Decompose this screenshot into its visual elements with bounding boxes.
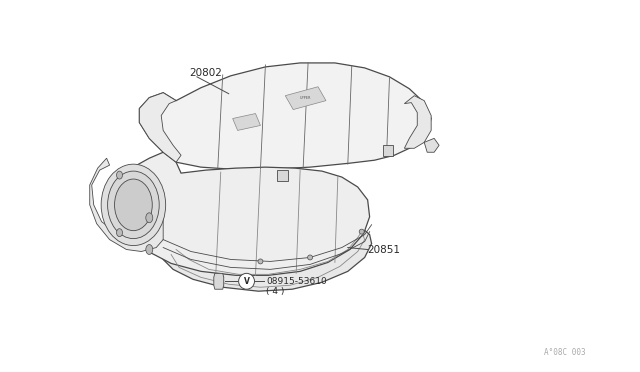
Circle shape <box>239 273 255 289</box>
Polygon shape <box>90 158 163 251</box>
Ellipse shape <box>146 213 153 223</box>
Ellipse shape <box>146 244 153 254</box>
Text: 20851: 20851 <box>367 244 401 254</box>
Ellipse shape <box>116 171 122 179</box>
FancyBboxPatch shape <box>383 145 394 156</box>
Polygon shape <box>424 138 439 152</box>
Polygon shape <box>113 152 370 275</box>
Polygon shape <box>233 113 260 131</box>
Ellipse shape <box>101 164 166 246</box>
Ellipse shape <box>115 179 152 231</box>
Polygon shape <box>140 93 181 162</box>
Ellipse shape <box>258 259 263 264</box>
Text: ( 4 ): ( 4 ) <box>266 287 285 296</box>
Text: A°08C 003: A°08C 003 <box>545 348 586 357</box>
Ellipse shape <box>116 229 122 237</box>
Ellipse shape <box>308 255 312 260</box>
Polygon shape <box>404 96 431 148</box>
Ellipse shape <box>359 229 364 234</box>
Polygon shape <box>159 210 372 291</box>
Ellipse shape <box>108 171 159 238</box>
Text: UPPER: UPPER <box>300 96 311 100</box>
Text: 20802: 20802 <box>189 68 222 78</box>
Text: 08915-53610: 08915-53610 <box>266 277 327 286</box>
FancyBboxPatch shape <box>277 170 288 181</box>
Polygon shape <box>285 87 326 110</box>
Polygon shape <box>140 63 431 169</box>
Polygon shape <box>214 273 224 289</box>
Text: V: V <box>244 277 250 286</box>
